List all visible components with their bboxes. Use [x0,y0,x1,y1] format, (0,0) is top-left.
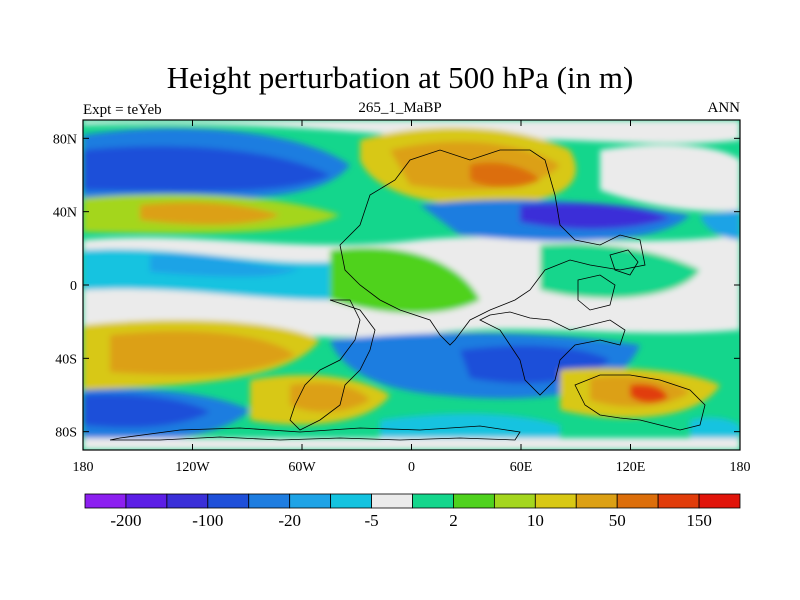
y-tick-label: 80N [53,132,77,147]
x-tick-label: 60E [510,460,533,475]
colorbar-swatch [575,493,618,509]
axes: 180 120W 60W 0 60E 120E 180 80N 40N 0 40S 80S [53,120,751,475]
colorbar-label: 50 [609,511,626,530]
contour-subtropical-npacific-orange [140,202,280,225]
x-tick-label: 0 [408,460,415,475]
continent-indian-coast [479,311,626,396]
x-tick-label: 180 [73,460,94,475]
colorbar: -200 -100 -20 -5 2 10 50 150 [84,493,741,530]
run-label: 265_1_MaBP [358,100,442,116]
y-tick-label: 80S [55,426,77,441]
x-tick-label: 180 [730,460,751,475]
colorbar-swatch [412,493,454,509]
y-tick-label: 0 [70,279,77,294]
colorbar-swatch [289,493,332,509]
colorbar-swatch [84,493,127,509]
contour-spacific-orange [110,331,295,375]
continent-island-b [609,249,639,276]
colorbar-swatch [534,493,577,509]
contour-dateline-cyan [700,210,740,240]
contour-indian-green [540,243,700,299]
y-tick-label: 40N [53,206,77,221]
colorbar-swatch [248,493,291,509]
contour-field [83,120,740,450]
plot-title: Height perturbation at 500 hPa (in m) [166,60,634,95]
x-tick-label: 120E [616,460,646,475]
continent-island-a [577,274,616,311]
continent-outlines [109,149,706,441]
colorbar-swatch [371,493,413,509]
colorbar-label: -200 [110,511,141,530]
colorbar-swatch [493,493,536,509]
colorbar-label: 2 [449,511,458,530]
contour-sw-pacific-red [630,384,668,403]
colorbar-swatch [616,493,659,509]
colorbar-swatch [207,493,250,509]
x-tick-label: 60W [288,460,316,475]
continent-south-america [289,299,376,431]
colorbar-swatch [125,493,168,509]
colorbar-swatch [330,493,372,509]
continent-australia-region [574,374,706,431]
season-label: ANN [707,100,741,116]
contour-npacific-deep-blue [83,146,330,192]
contour-southern-ocean-deep [83,394,210,428]
colorbar-label: -5 [364,511,378,530]
colorbar-label: 150 [686,511,712,530]
continent-eurasia-africa [339,149,646,346]
contour-satlantic-orange [290,382,370,412]
contour-natlantic-ridge-core [470,162,540,188]
contour-npacific-east-gray [600,144,740,212]
y-tick-label: 40S [55,352,77,367]
colorbar-swatch [657,493,700,509]
colorbar-swatch [453,493,495,509]
x-tick-label: 120W [175,460,210,475]
colorbar-label: -20 [278,511,301,530]
contour-tropical-pacific-blue [150,254,300,277]
colorbar-label: 10 [527,511,544,530]
colorbar-label: -100 [192,511,223,530]
continent-antarctica [109,425,521,441]
colorbar-swatch [166,493,209,509]
experiment-label: Expt = teYeb [83,102,162,118]
colorbar-swatch [698,493,741,509]
contour-atlantic-green [330,247,480,314]
